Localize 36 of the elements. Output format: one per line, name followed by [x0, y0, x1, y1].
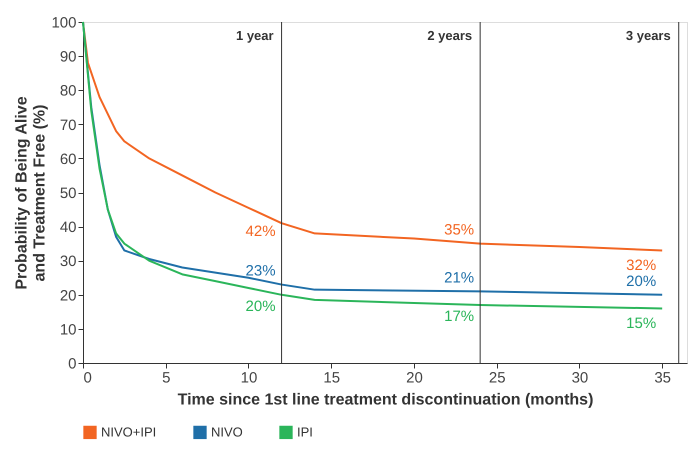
x-tick-label: 25 — [488, 370, 506, 386]
legend-label: NIVO+IPI — [101, 424, 156, 440]
annotation: 20% — [626, 272, 656, 290]
y-tick-label: 50 — [60, 185, 76, 202]
x-axis-title: Time since 1st line treatment discontinuation (months) — [178, 392, 594, 408]
x-tick-label: 20 — [406, 370, 423, 386]
y-tick-label: 100 — [51, 14, 76, 32]
y-tick-label: 0 — [68, 356, 76, 372]
annotation: 21% — [444, 269, 474, 286]
y-tick-label: 70 — [60, 116, 76, 134]
annotation: 32% — [626, 256, 656, 274]
x-tick-label: 35 — [654, 370, 672, 386]
x-tick-label: 15 — [323, 370, 340, 386]
legend-label: NIVO — [211, 424, 243, 440]
ref-line-label: 1 year — [236, 28, 274, 43]
y-axis-title: Probability of Being Alive and Treatment Free (%) — [13, 96, 48, 290]
ref-line-label: 2 years — [427, 28, 472, 43]
annotation: 15% — [626, 314, 656, 332]
x-tick-label: 5 — [162, 370, 170, 386]
y-tick-label: 40 — [60, 219, 76, 236]
annotation: 35% — [444, 222, 474, 239]
y-tick-label: 80 — [60, 82, 76, 100]
annotation: 42% — [246, 222, 276, 240]
legend-label: IPI — [297, 424, 313, 440]
y-tick-label: 90 — [60, 48, 76, 66]
x-tick-label: 30 — [572, 370, 588, 386]
annotation: 20% — [246, 298, 276, 315]
y-tick-label: 30 — [60, 253, 76, 270]
annotation: 23% — [246, 262, 276, 280]
x-tick-label: 10 — [240, 370, 258, 386]
ref-line-label: 3 years — [626, 28, 671, 43]
y-tick-label: 60 — [60, 150, 76, 168]
y-tick-label: 10 — [60, 321, 76, 338]
annotation: 17% — [444, 308, 474, 326]
x-tick-label: 0 — [84, 370, 92, 386]
y-tick-label: 20 — [60, 287, 76, 304]
